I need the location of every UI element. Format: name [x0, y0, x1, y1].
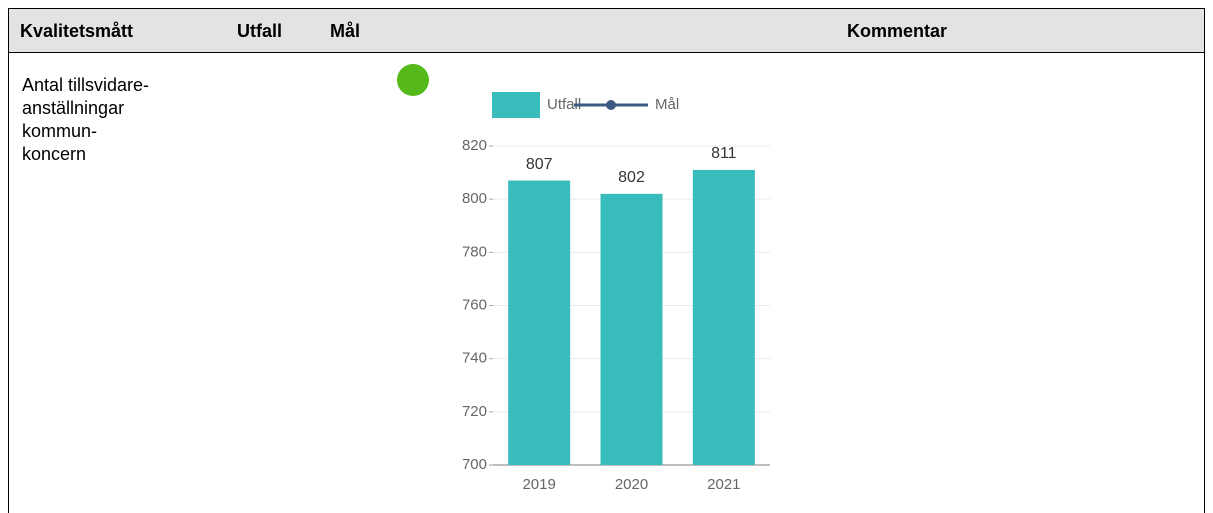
table-border	[1204, 53, 1205, 513]
header-cell: Mål	[330, 21, 361, 41]
y-tick-label: 740	[462, 350, 487, 367]
header-cell: Utfall	[237, 21, 282, 41]
y-tick-label: 820	[462, 137, 487, 154]
y-tick-label: 760	[462, 296, 487, 313]
y-tick-label: 700	[462, 456, 487, 473]
cell-line: koncern	[22, 144, 87, 164]
x-tick-label: 2021	[707, 476, 740, 493]
bar	[600, 193, 663, 465]
legend-swatch	[606, 100, 616, 110]
table-border	[8, 53, 9, 513]
bar	[508, 180, 571, 465]
legend-label: Mål	[655, 96, 679, 113]
data-label: 807	[526, 156, 553, 173]
y-tick-label: 800	[462, 190, 487, 207]
x-tick-label: 2019	[522, 476, 555, 493]
bar	[692, 169, 755, 466]
legend-label: Utfall	[547, 96, 581, 113]
data-label: 811	[711, 145, 737, 162]
header-cell: Kommentar	[847, 21, 948, 41]
data-label: 802	[618, 169, 645, 186]
legend-swatch	[492, 92, 540, 118]
cell-line: Antal tillsvidare-	[22, 75, 150, 95]
header-cell: Kvalitetsmått	[20, 21, 134, 41]
x-tick-label: 2020	[615, 476, 648, 493]
table-header	[8, 8, 1205, 53]
y-tick-label: 720	[462, 403, 487, 420]
y-tick-label: 780	[462, 243, 487, 260]
cell-line: kommun-	[22, 121, 98, 141]
table-cell: Antal tillsvidare- anställningar kommun-…	[22, 74, 149, 166]
cell-line: anställningar	[22, 98, 125, 118]
status-indicator	[397, 64, 429, 96]
